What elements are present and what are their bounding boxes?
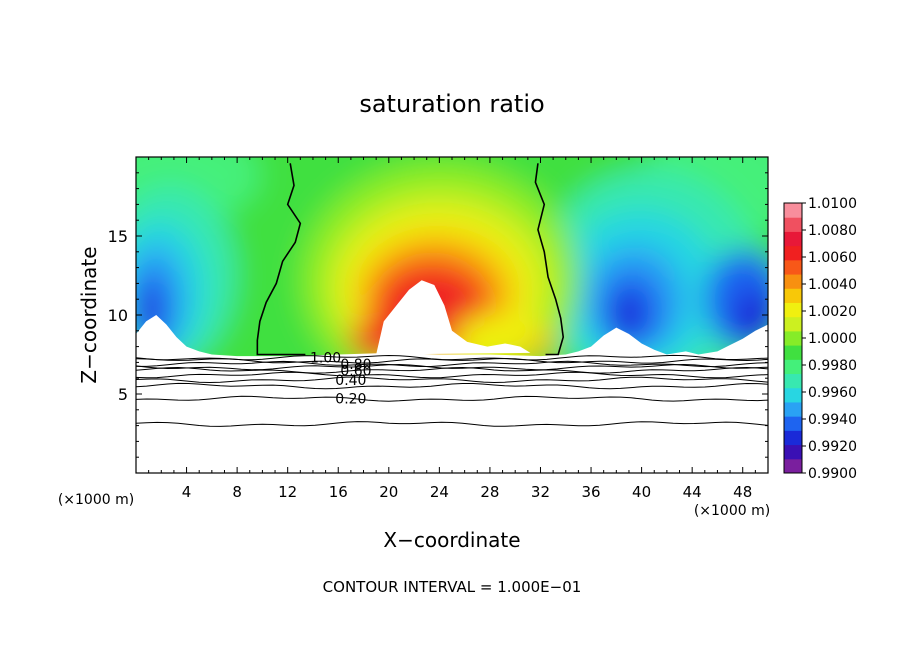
x-tick-label: 8 <box>232 483 242 501</box>
colorbar-segment <box>784 359 802 375</box>
contour-line-1-00 <box>256 163 306 356</box>
colorbar-segment <box>784 373 802 389</box>
colorbar-tick-label: 1.0100 <box>808 196 857 212</box>
contour-line <box>136 421 768 427</box>
bottom-contours <box>136 354 768 427</box>
colorbar-tick-label: 0.9980 <box>808 358 857 374</box>
contour-line-1-00 <box>534 163 565 356</box>
x-tick-label: 32 <box>531 483 550 501</box>
contour-label: 1.00 <box>310 351 341 367</box>
x-unit-label-right: (×1000 m) <box>694 503 770 519</box>
colorbar-tick-label: 0.9940 <box>808 412 857 428</box>
colorbar <box>783 202 803 474</box>
colorbar-segment <box>784 288 802 303</box>
contour-line <box>136 360 768 368</box>
y-tick-label: 5 <box>118 385 128 404</box>
terrain-white-region <box>136 315 768 473</box>
contour-line <box>136 363 768 371</box>
colorbar-segment <box>784 330 802 346</box>
contour-line <box>136 357 768 364</box>
colorbar-segment <box>784 316 802 332</box>
colorbar-segment <box>784 259 802 275</box>
colorbar-segment <box>784 345 802 360</box>
x-tick-label: 24 <box>430 483 449 501</box>
colorbar-segment <box>784 458 802 474</box>
colorbar-tick-label: 0.9960 <box>808 385 857 401</box>
colorbar-tick-label: 1.0060 <box>808 250 857 266</box>
x-tick-label: 20 <box>379 483 398 501</box>
colorbar-segment <box>784 203 802 218</box>
colorbar-segment <box>784 245 802 261</box>
contour-line <box>136 395 768 402</box>
chart-title: saturation ratio <box>359 90 544 118</box>
undersaturated-white-region <box>376 280 531 355</box>
colorbar-tick-label: 1.0000 <box>808 331 857 347</box>
x-unit-label-left: (×1000 m) <box>58 492 134 508</box>
y-axis-label: Z−coordinate <box>77 246 101 383</box>
x-axis-ticks: 4 8 12 16 20 24 28 32 36 40 44 48 <box>148 157 756 501</box>
unity-contours <box>256 163 565 356</box>
x-tick-label: 28 <box>480 483 499 501</box>
x-tick-label: 48 <box>733 483 752 501</box>
contour-labels: 1.00 0.800.600.40 0.20 <box>310 351 372 408</box>
plot-area <box>136 157 768 473</box>
x-tick-label: 36 <box>581 483 600 501</box>
colorbar-tick-labels: 0.9900 0.9920 0.9940 0.9960 0.9980 1.0000 1.00… <box>802 196 857 482</box>
colorbar-segment <box>784 416 802 431</box>
contour-interval-note: CONTOUR INTERVAL = 1.000E−01 <box>323 578 582 596</box>
colorbar-segment <box>784 444 802 460</box>
colorbar-segment <box>784 217 802 232</box>
colorbar-tick-label: 0.9900 <box>808 466 857 482</box>
colorbar-segment <box>784 387 802 403</box>
x-tick-label: 16 <box>329 483 348 501</box>
x-tick-label: 44 <box>683 483 702 501</box>
colorbar-segment <box>784 430 802 446</box>
contour-label: 0.60 <box>340 363 371 379</box>
colorbar-segment <box>784 231 802 247</box>
contour-line <box>136 366 768 374</box>
y-tick-label: 15 <box>108 227 128 246</box>
contour-line <box>136 382 768 390</box>
colorbar-segment <box>784 302 802 318</box>
x-axis-label: X−coordinate <box>383 528 520 552</box>
x-tick-label: 40 <box>632 483 651 501</box>
contour-line <box>136 376 768 384</box>
colorbar-tick-label: 1.0040 <box>808 277 857 293</box>
colorbar-tick-label: 1.0080 <box>808 223 857 239</box>
x-tick-label: 4 <box>182 483 192 501</box>
contour-label: 0.20 <box>335 392 366 408</box>
colorbar-tick-label: 1.0020 <box>808 304 857 320</box>
y-axis-ticks: 5 10 15 <box>108 172 768 458</box>
x-tick-label: 12 <box>278 483 297 501</box>
colorbar-tick-label: 0.9920 <box>808 439 857 455</box>
contour-label: 0.40 <box>335 373 366 389</box>
colorbar-segment <box>784 274 802 289</box>
contour-label: 0.80 <box>340 357 371 373</box>
colorbar-segment <box>784 401 802 417</box>
contour-line <box>136 371 768 379</box>
y-tick-label: 10 <box>108 306 128 325</box>
